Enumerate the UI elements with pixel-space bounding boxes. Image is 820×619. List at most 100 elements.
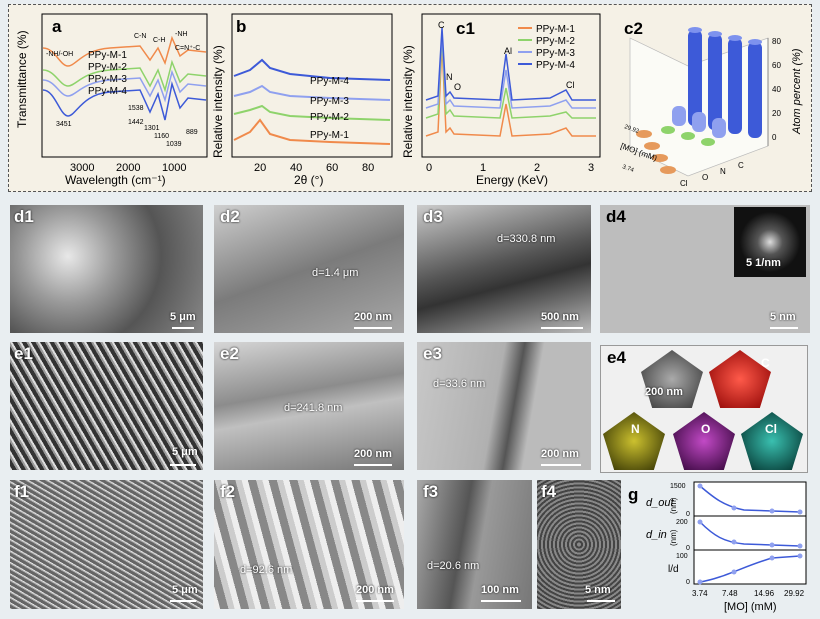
c2-elem-o: O [702, 173, 708, 182]
mapping-sem [641, 350, 703, 408]
panel-c2-3d-bar-chart: c2 Atom percent (%) 80 60 40 20 0 [MO] (… [619, 19, 803, 188]
panel-b-xrd-chart: b Relative intensity (%) 2θ (°) 20 40 60… [211, 13, 393, 187]
sem-image-f1: f1 5 μm [10, 480, 203, 609]
dimension-d2: d=1.4 μm [312, 267, 359, 279]
hrtem-image-f4: f4 5 nm [537, 480, 621, 609]
panel-c1-ylabel: Relative intensity (%) [401, 45, 415, 158]
xrd-label-m1: PPy-M-1 [310, 130, 349, 141]
c2-ztick-0: 0 [772, 133, 777, 142]
ftir-legend-m1: PPy-M-1 [88, 50, 127, 61]
scalebar-f2: 200 nm [356, 584, 394, 596]
image-label-f1: f1 [14, 482, 30, 501]
panel-g-chart: g d_out (nm) 1500 0 d_in (nm) 200 0 l/d … [628, 481, 807, 613]
ftir-annot-1160: 1160 [154, 133, 169, 140]
panel-b-tick-80: 80 [362, 162, 374, 174]
ftir-annot-1538: 1538 [128, 105, 144, 112]
mapping-n-label: N [631, 422, 640, 436]
xrd-curve-m1 [233, 118, 391, 145]
tem-image-f3: f3 d=20.6 nm 100 nm [417, 480, 532, 609]
image-label-e4: e4 [607, 348, 626, 367]
panel-a-ylabel: Transmittance (%) [15, 30, 29, 128]
g-xtick-14-96: 14.96 [754, 589, 775, 598]
g-row1-tick-1500: 1500 [670, 483, 686, 490]
panel-a-ftir-chart: a Transmittance (%) Wavelength (cm⁻¹) 30… [15, 13, 208, 187]
eds-legend-m4: PPy-M-4 [536, 60, 575, 71]
eds-peak-cl: Cl [566, 80, 575, 90]
c2-xtick-29-92: 29.92 [623, 124, 640, 135]
panel-a-xlabel: Wavelength (cm⁻¹) [65, 173, 166, 187]
mapping-cl [741, 412, 803, 470]
c2-elem-cl: Cl [680, 179, 688, 188]
c2-bars-c [688, 27, 762, 138]
mapping-n [603, 412, 665, 470]
g-row3-label: l/d [668, 564, 679, 575]
scalebar-d1: 5 μm [170, 311, 196, 323]
image-label-f3: f3 [423, 482, 439, 501]
ftir-annot-nh: -NH [175, 31, 187, 38]
ftir-annot-cnc: C=N⁺-C [175, 45, 200, 52]
sem-image-e1: e1 5 μm [10, 342, 203, 470]
scalebar-e2: 200 nm [354, 448, 392, 460]
g-row2-tick-0: 0 [686, 545, 690, 552]
scalebar-f4: 5 nm [585, 584, 611, 596]
scalebar-e1: 5 μm [172, 446, 198, 458]
ftir-annot-ch: C-H [153, 37, 165, 44]
c2-zlabel: Atom percent (%) [791, 48, 803, 135]
panel-b-tick-40: 40 [290, 162, 302, 174]
mapping-o [673, 412, 735, 470]
g-curve-dout [699, 485, 801, 513]
panel-a-tick-2000: 2000 [116, 162, 140, 174]
panel-a-tick-3000: 3000 [70, 162, 94, 174]
panel-c1-tick-3: 3 [588, 162, 594, 174]
g-row2-unit: (nm) [669, 529, 678, 546]
ftir-curve-m4 [42, 81, 207, 121]
mapping-c-label: C [761, 356, 770, 370]
dimension-f3: d=20.6 nm [427, 560, 480, 572]
g-row1-label: d_out [646, 497, 674, 509]
xrd-curve-m3 [233, 84, 391, 101]
ftir-annot-1301: 1301 [144, 125, 160, 132]
c2-ztick-80: 80 [772, 37, 781, 46]
sem-image-e2: e2 d=241.8 nm 200 nm [214, 342, 404, 470]
scalebar-f3: 100 nm [481, 584, 519, 596]
eds-legend-m2: PPy-M-2 [536, 36, 575, 47]
scalebar-f1: 5 μm [172, 584, 198, 596]
ftir-annot-cn: C-N [134, 33, 146, 40]
ftir-annot-1039: 1039 [166, 141, 182, 148]
scalebar-e4: 200 nm [645, 386, 683, 398]
panel-c1-tick-2: 2 [534, 162, 540, 174]
c2-xtick-3-74: 3.74 [621, 164, 635, 174]
g-row2-tick-200: 200 [676, 519, 688, 526]
eds-legend-m1: PPy-M-1 [536, 24, 575, 35]
c2-elem-c: C [738, 161, 744, 170]
panel-b-tick-60: 60 [326, 162, 338, 174]
panel-g-label: g [628, 485, 638, 504]
mapping-o-label: O [701, 422, 711, 436]
scalebar-e3: 200 nm [541, 448, 579, 460]
eds-curve-m4 [425, 27, 596, 101]
dimension-f2: d=92.6 nm [240, 564, 293, 576]
sem-image-d2: d2 d=1.4 μm 200 nm [214, 205, 404, 333]
eds-legend-m3: PPy-M-3 [536, 48, 575, 59]
image-label-d3: d3 [423, 207, 443, 226]
panel-b-xlabel: 2θ (°) [294, 173, 323, 187]
ftir-annot-3451: 3451 [56, 121, 72, 128]
panel-a-tick-1000: 1000 [162, 162, 186, 174]
panel-c1-tick-1: 1 [480, 162, 486, 174]
image-label-f2: f2 [220, 482, 236, 501]
panel-b-ylabel: Relative intensity (%) [211, 45, 225, 158]
eds-peak-al: Al [504, 46, 512, 56]
ftir-annot-nhoh: -NH/-OH [46, 51, 73, 58]
panel-c1-label: c1 [456, 19, 475, 38]
tem-image-e3: e3 d=33.6 nm 200 nm [417, 342, 591, 470]
xrd-label-m2: PPy-M-2 [310, 112, 349, 123]
ftir-annot-1442: 1442 [128, 119, 144, 126]
c2-bars-cl [636, 130, 676, 174]
image-label-d4: d4 [606, 207, 626, 226]
eds-peak-c: C [438, 20, 445, 30]
ftir-curve-m3 [42, 69, 207, 103]
saed-inset: 5 1/nm [734, 207, 806, 277]
panel-c1-tick-0: 0 [426, 162, 432, 174]
g-row3-tick-0: 0 [686, 579, 690, 586]
c2-bars-n [672, 106, 726, 138]
